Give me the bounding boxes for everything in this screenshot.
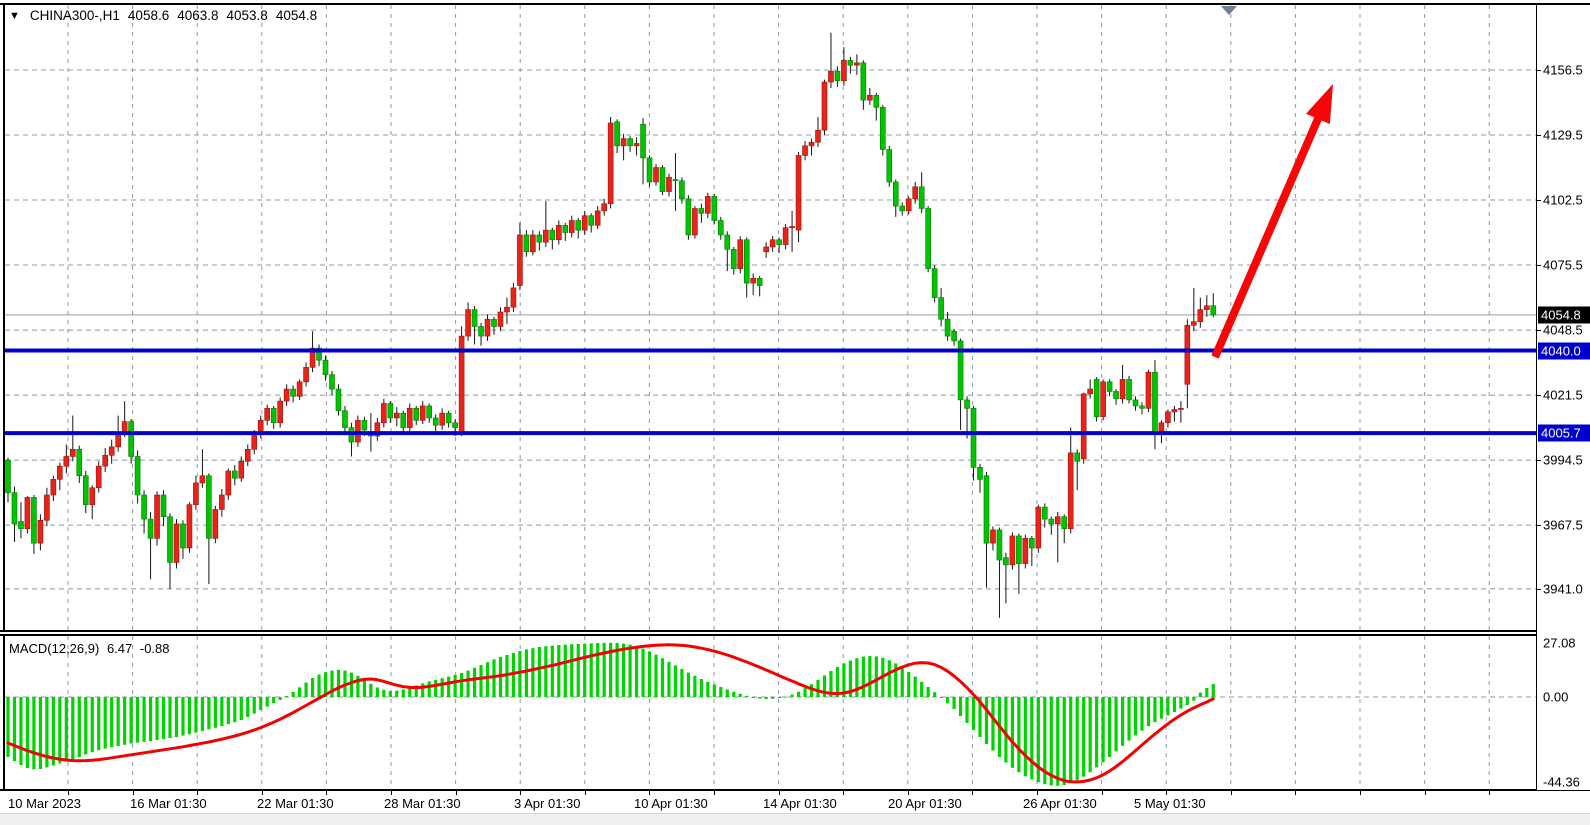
price-tick-mark [1537, 460, 1541, 462]
time-tick-mark [843, 791, 845, 795]
price-tick-label: 3941.0 [1543, 581, 1583, 597]
trend-arrow[interactable] [1211, 84, 1333, 359]
time-axis-label: 26 Apr 01:30 [1023, 796, 1097, 811]
price-tick-mark [1537, 70, 1541, 71]
price-tick-label: 4021.5 [1543, 387, 1583, 403]
time-tick-mark [326, 791, 328, 795]
time-tick-mark [649, 791, 651, 795]
price-tick-label: 4048.5 [1543, 322, 1583, 338]
time-axis-label: 5 May 01:30 [1134, 796, 1206, 811]
window-bottom-strip [0, 813, 1590, 825]
time-tick-mark [197, 791, 199, 795]
price-axis[interactable]: 4156.5 4129.5 4102.5 4075.5 4048.5 4021.5 3994… [1536, 5, 1590, 790]
macd-value: 6.47 [106, 641, 133, 656]
current-price-badge: 4054.8 [1538, 306, 1590, 324]
chart-shift-marker-icon[interactable] [1221, 6, 1237, 15]
time-axis-label: 28 Mar 01:30 [384, 796, 461, 811]
time-axis-label: 3 Apr 01:30 [514, 796, 581, 811]
price-tick-label: 4156.5 [1543, 62, 1583, 78]
time-axis-label: 14 Apr 01:30 [763, 796, 837, 811]
symbol-period-label: CHINA300-,H1 [29, 8, 120, 23]
macd-scale-label: 27.08 [1543, 635, 1576, 651]
macd-signal-value: -0.88 [139, 641, 170, 656]
time-tick-mark [584, 791, 586, 795]
time-tick-mark [391, 791, 392, 795]
panel-separator[interactable] [0, 630, 1590, 636]
time-tick-mark [455, 791, 457, 795]
macd-indicator-label: MACD(12,26,9) 6.47 -0.88 [9, 641, 174, 656]
price-tick-label: 4075.5 [1543, 257, 1583, 273]
price-tick-mark [1537, 265, 1541, 267]
macd-bottom-border [0, 789, 1536, 790]
price-tick-mark [1537, 525, 1541, 527]
price-tick-mark [1537, 135, 1541, 137]
time-tick-mark [68, 791, 69, 795]
window-border-top [0, 3, 1590, 5]
time-tick-mark [1360, 791, 1361, 795]
time-tick-mark [972, 791, 974, 795]
ohlc-open: 4058.6 [127, 8, 170, 23]
time-tick-mark [520, 791, 522, 795]
ohlc-high: 4063.8 [177, 8, 219, 23]
price-chart-svg[interactable] [5, 5, 1536, 630]
ohlc-close: 4054.8 [275, 8, 318, 23]
time-axis[interactable]: 10 Mar 2023 16 Mar 01:30 22 Mar 01:30 28 Ma… [0, 790, 1590, 814]
time-tick-mark [1166, 791, 1168, 795]
ohlc-low: 4053.8 [226, 8, 268, 23]
time-tick-mark [907, 791, 909, 795]
time-axis-label: 10 Apr 01:30 [634, 796, 708, 811]
time-tick-mark [1101, 791, 1103, 795]
candles [5, 32, 1217, 618]
price-tick-label: 3967.5 [1543, 517, 1583, 533]
time-tick-mark [1295, 791, 1297, 795]
time-tick-mark [778, 791, 780, 795]
price-tick-label: 3994.5 [1543, 452, 1583, 468]
price-tick-mark [1537, 330, 1541, 332]
price-tick-mark [1537, 200, 1541, 202]
time-tick-mark [1230, 791, 1232, 795]
macd-scale-label: -44.36 [1543, 774, 1580, 790]
time-tick-mark [1489, 791, 1491, 795]
macd-canvas[interactable] [5, 636, 1536, 789]
macd-params-label: MACD(12,26,9) [9, 641, 100, 656]
horizontal-gridlines [5, 69, 1536, 590]
time-axis-label: 16 Mar 01:30 [130, 796, 207, 811]
chart-title: ▼ CHINA300-,H1 4058.6 4063.8 4053.8 4054… [9, 8, 317, 23]
price-tick-label: 4102.5 [1543, 192, 1583, 208]
time-axis-label: 22 Mar 01:30 [257, 796, 334, 811]
time-axis-label: 10 Mar 2023 [8, 796, 81, 811]
price-tick-mark [1537, 395, 1541, 397]
price-tick-mark [1537, 588, 1541, 590]
time-axis-label: 20 Apr 01:30 [888, 796, 962, 811]
time-tick-mark [714, 791, 715, 795]
macd-scale-label: 0.00 [1543, 689, 1569, 705]
macd-vertical-gridlines [67, 636, 1490, 789]
symbol-marker-icon: ▼ [9, 9, 20, 22]
macd-histogram [6, 642, 1215, 786]
time-tick-mark [132, 791, 134, 795]
time-tick-mark [1037, 791, 1038, 795]
price-chart-canvas[interactable] [5, 5, 1536, 630]
level-price-badge: 4040.0 [1538, 342, 1590, 360]
macd-signal-line [6, 643, 1215, 784]
level-price-badge: 4005.7 [1538, 424, 1590, 442]
price-tick-label: 4129.5 [1543, 127, 1583, 143]
time-tick-mark [1424, 791, 1426, 795]
window-border-left [3, 3, 5, 812]
time-tick-mark [261, 791, 263, 795]
vertical-gridlines [67, 5, 1490, 630]
macd-svg[interactable] [5, 636, 1536, 789]
